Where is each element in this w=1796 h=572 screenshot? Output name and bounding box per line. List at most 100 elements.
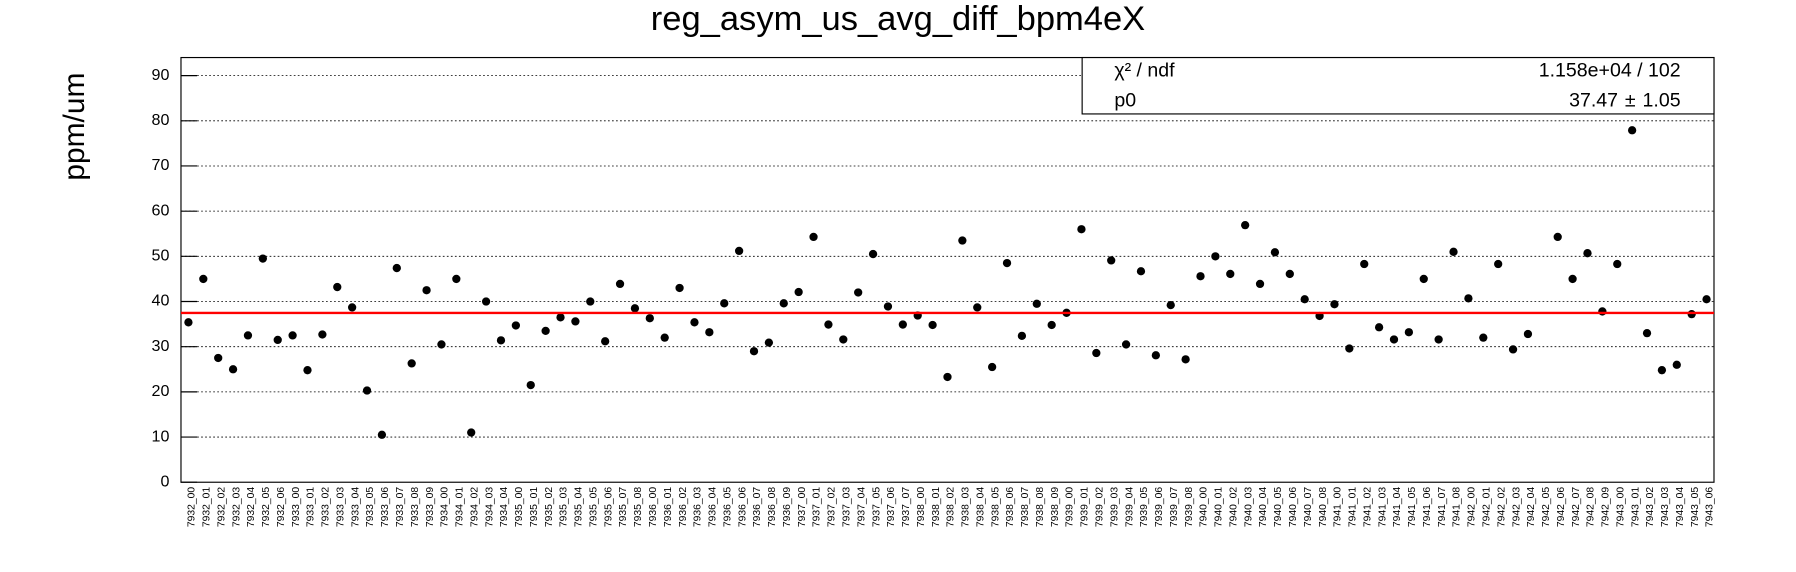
x-tick-label: 7934_04 <box>499 487 510 528</box>
point <box>184 318 193 327</box>
point <box>690 318 699 327</box>
point <box>705 328 714 337</box>
plot-frame <box>180 56 1715 483</box>
x-tick-label: 7938_03 <box>961 487 972 528</box>
point <box>511 321 521 330</box>
x-tick-label: 7940_07 <box>1303 487 1314 528</box>
x-tick-label: 7936_02 <box>678 487 689 528</box>
point <box>214 353 223 363</box>
point <box>1270 248 1280 257</box>
x-tick-label: 7941_08 <box>1452 487 1463 528</box>
point <box>586 297 595 306</box>
point <box>764 338 774 347</box>
x-tick-label: 7937_02 <box>827 487 838 528</box>
point <box>1166 300 1175 310</box>
x-tick-label: 7933_01 <box>306 487 317 528</box>
point <box>1121 340 1131 349</box>
stats-part: ± <box>1625 89 1636 111</box>
point <box>1226 269 1235 279</box>
x-tick-label: 7942_09 <box>1601 487 1612 528</box>
stats-label: p0 <box>1114 89 1136 111</box>
x-tick-label: 7941_07 <box>1437 487 1448 528</box>
x-tick-label: 7935_06 <box>603 487 614 528</box>
point <box>1002 258 1012 268</box>
point <box>228 365 238 374</box>
x-tick-label: 7937_03 <box>841 487 852 528</box>
x-tick-label: 7933_08 <box>410 487 421 528</box>
y-tick-label: 40 <box>152 292 170 310</box>
point <box>1047 320 1056 330</box>
point <box>526 380 535 390</box>
point <box>958 236 967 245</box>
x-tick-label: 7932_01 <box>201 487 212 528</box>
x-tick-label: 7941_06 <box>1422 487 1433 528</box>
x-tick-label: 7933_05 <box>365 487 376 528</box>
point <box>1300 295 1309 304</box>
x-tick-label: 7933_07 <box>395 487 406 528</box>
x-tick-label: 7939_08 <box>1184 487 1195 528</box>
stats-value: 37.47 ±1.05 <box>1569 89 1681 111</box>
point <box>199 274 208 284</box>
point <box>1389 335 1399 344</box>
point <box>615 279 625 289</box>
x-tick-label: 7936_06 <box>737 487 748 528</box>
point <box>1017 331 1027 340</box>
point <box>1360 259 1369 269</box>
x-tick-label: 7932_05 <box>261 487 272 528</box>
x-tick-label: 7942_06 <box>1556 487 1567 528</box>
x-tick-label: 7942_02 <box>1496 487 1507 528</box>
point <box>333 282 342 292</box>
x-tick-label: 7941_05 <box>1407 487 1418 528</box>
x-tick-label: 7942_05 <box>1541 487 1552 528</box>
x-tick-label: 7939_00 <box>1065 487 1076 528</box>
x-tick-label: 7936_05 <box>722 487 733 528</box>
point <box>556 313 565 322</box>
x-tick-label: 7941_00 <box>1333 487 1344 528</box>
x-tick-label: 7936_08 <box>767 487 778 528</box>
x-tick-label: 7933_02 <box>321 487 332 528</box>
stats-label: χ² / ndf <box>1114 60 1175 82</box>
point <box>1479 333 1488 342</box>
point <box>734 246 744 256</box>
point <box>809 232 818 242</box>
x-tick-label: 7933_04 <box>350 487 361 528</box>
x-tick-label: 7939_03 <box>1109 487 1120 528</box>
point <box>1181 355 1190 364</box>
x-tick-label: 7943_06 <box>1705 487 1716 528</box>
point <box>1508 345 1518 354</box>
x-tick-label: 7942_01 <box>1481 487 1492 528</box>
point <box>1613 259 1622 269</box>
x-tick-label: 7933_06 <box>380 487 391 528</box>
point <box>318 330 327 339</box>
point <box>362 386 372 395</box>
x-tick-label: 7941_03 <box>1377 487 1388 528</box>
stats-value: 1.158e+04 / 102 <box>1539 60 1681 82</box>
x-tick-label: 7938_07 <box>1020 487 1031 528</box>
x-tick-label: 7941_02 <box>1362 487 1373 528</box>
point <box>1255 279 1265 289</box>
x-tick-label: 7932_00 <box>187 487 198 528</box>
x-tick-label: 7935_05 <box>588 487 599 528</box>
x-tick-label: 7939_07 <box>1169 487 1180 528</box>
point <box>898 320 907 329</box>
x-tick-label: 7934_01 <box>455 487 466 528</box>
point <box>645 314 654 323</box>
point <box>1434 335 1443 344</box>
x-tick-label: 7934_03 <box>484 487 495 528</box>
x-tick-label: 7937_07 <box>901 487 912 528</box>
point <box>1077 225 1086 234</box>
point <box>675 283 684 293</box>
point <box>1151 351 1161 360</box>
point <box>1583 249 1592 258</box>
point <box>1687 310 1696 319</box>
point <box>243 331 253 340</box>
x-tick-label: 7943_03 <box>1660 487 1671 528</box>
point <box>1107 256 1116 265</box>
x-tick-label: 7936_00 <box>648 487 659 528</box>
x-tick-label: 7933_00 <box>291 487 302 528</box>
point <box>288 331 297 340</box>
point <box>854 288 863 297</box>
x-tick-label: 7938_01 <box>931 487 942 528</box>
point <box>839 335 848 344</box>
x-tick-label: 7940_04 <box>1258 487 1269 528</box>
